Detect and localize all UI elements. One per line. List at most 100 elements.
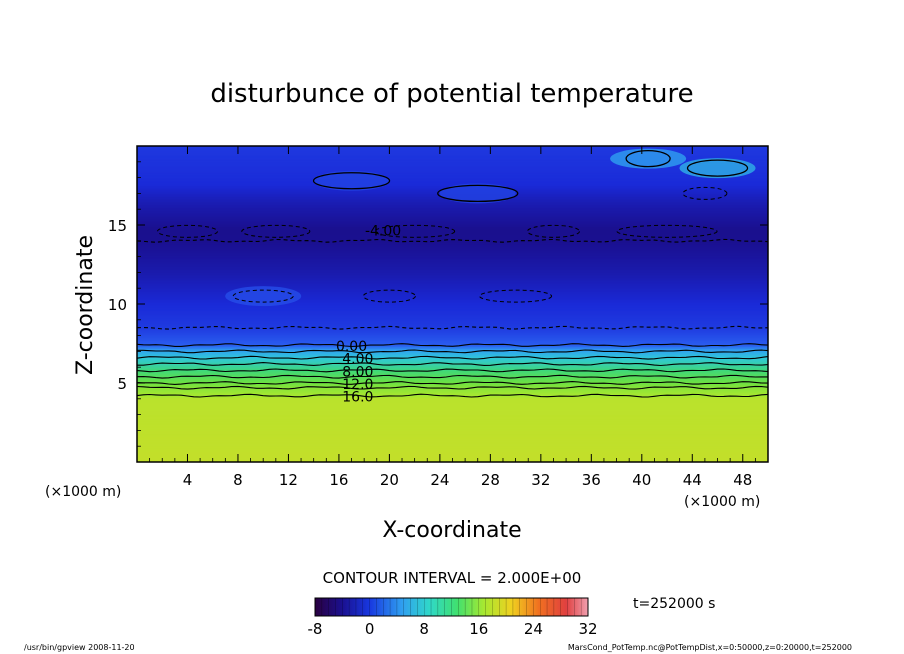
- field-band: [137, 169, 768, 172]
- colorbar-tick-label: 24: [524, 620, 543, 638]
- field-band: [137, 376, 768, 379]
- contour-line: [137, 238, 768, 243]
- y-axis: 5 10 15: [108, 161, 768, 447]
- field-band: [137, 292, 768, 296]
- contour-line: [137, 381, 768, 385]
- field-band: [137, 337, 768, 340]
- field-band: [137, 283, 768, 286]
- contour-blob: [156, 224, 218, 238]
- field-band: [137, 308, 768, 311]
- warm-patch: [610, 148, 687, 169]
- contour-line: [137, 368, 768, 373]
- field-band: [137, 417, 768, 420]
- x-unit-right: (×1000 m): [684, 494, 760, 510]
- field-band: [137, 243, 768, 247]
- field-band: [137, 237, 768, 240]
- field-band: [137, 395, 768, 398]
- field-band: [137, 338, 768, 341]
- contour-label: 4.00: [342, 352, 373, 368]
- contour-blob: [374, 224, 456, 238]
- field-band: [137, 400, 768, 403]
- field-band: [137, 182, 768, 185]
- field-band: [137, 152, 768, 155]
- field-band: [137, 160, 768, 163]
- contour-blob: [686, 159, 749, 177]
- field-band: [137, 425, 768, 428]
- field-band: [137, 299, 768, 302]
- field-band: [137, 229, 768, 232]
- field-band: [137, 348, 768, 351]
- contour-line: [137, 385, 768, 390]
- field-band: [137, 315, 768, 318]
- time-label: t=252000 s: [633, 596, 715, 612]
- field-band: [137, 310, 768, 313]
- x-tick-label: 36: [582, 471, 601, 489]
- field-band: [137, 215, 768, 218]
- field-band: [137, 343, 768, 346]
- field-band: [137, 304, 768, 307]
- y-axis-label: Z-coordinate: [73, 235, 98, 375]
- field-band: [137, 172, 768, 176]
- field-band: [137, 179, 768, 182]
- x-tick-label: 8: [233, 471, 243, 489]
- field-band: [137, 153, 768, 157]
- field-band: [137, 266, 768, 269]
- field-band: [137, 209, 768, 212]
- field-band: [137, 389, 768, 392]
- field-band: [137, 286, 768, 289]
- field-band: [137, 332, 768, 335]
- field-band: [137, 392, 768, 395]
- contour-blob: [241, 224, 311, 238]
- field-band: [137, 226, 768, 229]
- field-band: [137, 357, 768, 360]
- warm-patch: [439, 183, 516, 204]
- field-band: [137, 242, 768, 245]
- x-tick-label: 20: [380, 471, 399, 489]
- x-tick-label: 16: [329, 471, 348, 489]
- field-band: [137, 446, 768, 449]
- x-tick-label: 4: [183, 471, 193, 489]
- field-band: [137, 409, 768, 413]
- field-band: [137, 180, 768, 183]
- field-band: [137, 221, 768, 225]
- field-band: [137, 352, 768, 356]
- contour-label: 16.0: [342, 390, 373, 406]
- field-band: [137, 256, 768, 259]
- field-band: [137, 441, 768, 444]
- field-band: [137, 251, 768, 255]
- field-band: [137, 424, 768, 427]
- field-band: [137, 439, 768, 443]
- field-band: [137, 150, 768, 153]
- field-band: [137, 367, 768, 370]
- field-band: [137, 443, 768, 446]
- warm-patch: [679, 158, 756, 179]
- field-band: [137, 289, 768, 292]
- field-band: [137, 422, 768, 425]
- field-band: [137, 318, 768, 321]
- y-tick-label: 10: [108, 296, 127, 314]
- field-band: [137, 147, 768, 150]
- x-tick-label: 28: [481, 471, 500, 489]
- field-band: [137, 346, 768, 349]
- x-tick-label: 24: [430, 471, 449, 489]
- field-band: [137, 146, 768, 149]
- contour-blob: [312, 172, 391, 190]
- field-band: [137, 248, 768, 251]
- field-band: [137, 161, 768, 164]
- contour-lines: [137, 149, 768, 398]
- field-band: [137, 419, 768, 422]
- field-band: [137, 269, 768, 272]
- field-band: [137, 149, 768, 152]
- footer-right: MarsCond_PotTemp.nc@PotTempDist,x=0:5000…: [568, 643, 852, 652]
- field-band: [137, 166, 768, 169]
- field-band: [137, 427, 768, 430]
- field-band: [137, 206, 768, 209]
- field-band: [137, 405, 768, 408]
- field-band: [137, 253, 768, 256]
- field-band: [137, 285, 768, 288]
- x-axis-label: X-coordinate: [382, 518, 521, 543]
- field-band: [137, 349, 768, 352]
- field-band: [137, 174, 768, 177]
